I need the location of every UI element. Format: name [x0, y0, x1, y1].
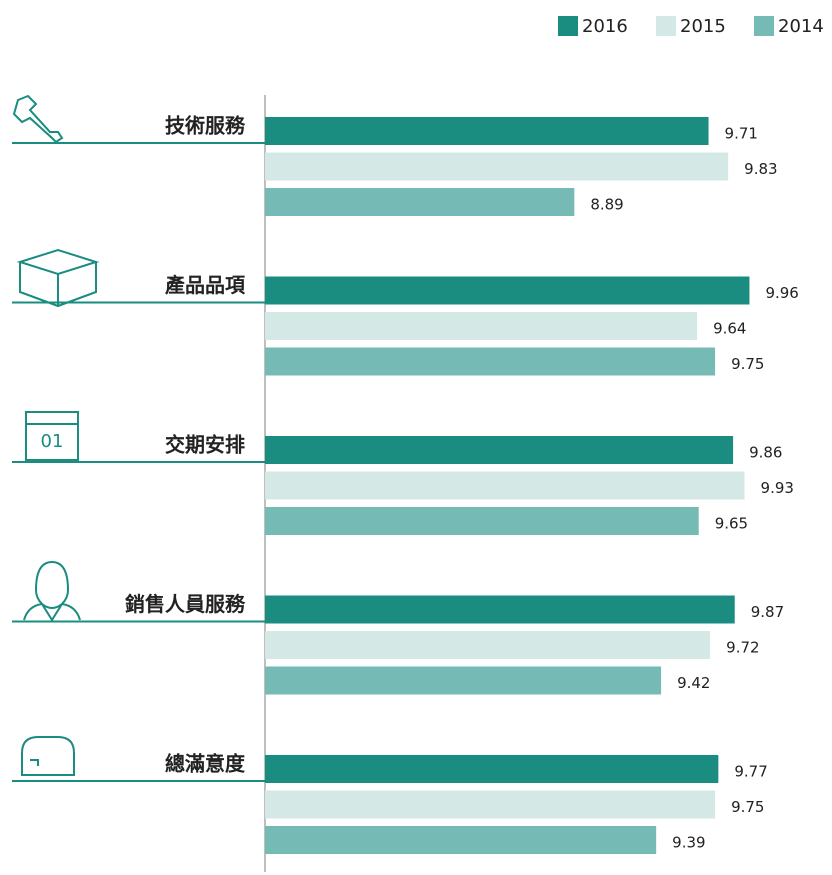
value-label: 9.64: [713, 320, 746, 338]
category-label: 銷售人員服務: [125, 592, 246, 616]
value-label: 9.39: [672, 834, 705, 852]
category-label: 產品品項: [165, 273, 246, 297]
value-label: 9.77: [734, 763, 767, 781]
bar: [265, 826, 657, 854]
bar: [265, 755, 719, 783]
legend-swatch: [754, 16, 774, 36]
person-icon: [23, 560, 81, 622]
bar: [265, 117, 709, 145]
value-label: 9.86: [749, 444, 782, 462]
bar: [265, 276, 750, 305]
category-label: 交期安排: [165, 433, 245, 457]
icons: 01: [12, 94, 100, 776]
bar: [265, 631, 711, 659]
bar: [265, 507, 699, 535]
calendar-icon: [25, 411, 79, 461]
value-label: 9.75: [731, 798, 764, 816]
box-icon: [16, 248, 100, 308]
legend-label: 2015: [680, 16, 726, 37]
bar: [265, 471, 745, 500]
legend-swatch: [558, 16, 578, 36]
category-label: 總滿意度: [165, 752, 246, 776]
value-label: 9.65: [715, 515, 748, 533]
bar: [265, 436, 734, 464]
legend-swatch: [656, 16, 676, 36]
wrench-icon: [12, 94, 64, 144]
bar: [265, 666, 662, 695]
category-label: 技術服務: [165, 114, 246, 138]
legend-label: 2014: [778, 16, 824, 37]
value-label: 9.72: [726, 639, 759, 657]
value-label: 9.75: [731, 355, 764, 373]
value-label: 9.42: [677, 674, 710, 692]
value-label: 9.83: [744, 160, 777, 178]
value-label: 9.71: [725, 125, 758, 143]
value-label: 9.96: [765, 284, 798, 302]
value-label: 9.87: [751, 603, 784, 621]
bar: [265, 312, 698, 340]
value-label: 8.89: [590, 196, 623, 214]
value-label: 9.93: [761, 479, 794, 497]
bar: [265, 347, 716, 376]
bar: [265, 595, 735, 624]
mailbox-icon: [21, 736, 75, 776]
bar: [265, 790, 716, 819]
bar: [265, 188, 575, 216]
calendar-text: 01: [41, 431, 64, 452]
legend-label: 2016: [582, 16, 628, 37]
bar: [265, 152, 729, 181]
